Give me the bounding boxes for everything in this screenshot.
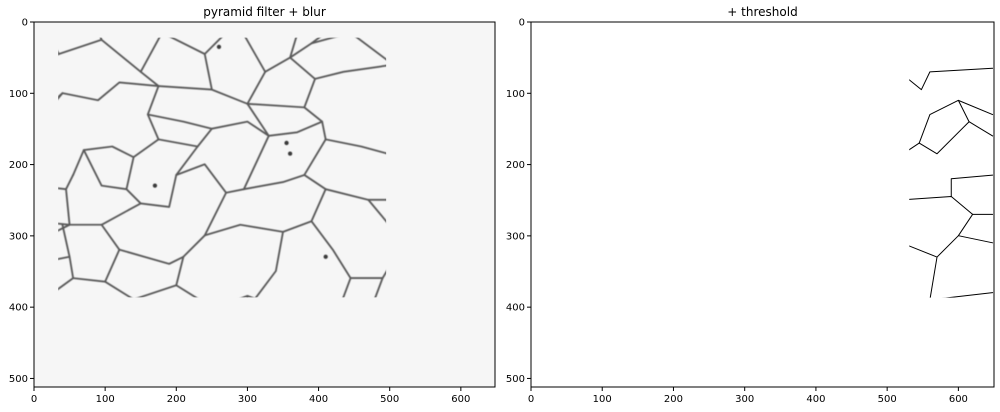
grain-boundary [310,37,387,61]
x-tick-label: 500 [878,394,897,405]
right-panel-title: + threshold [727,5,798,19]
grain-boundary [929,256,938,298]
grain-boundary [289,56,387,80]
left-grain-boundaries [58,37,387,298]
grain-boundary [918,99,970,144]
grain-boundary [324,138,387,155]
grain-boundary [58,277,75,291]
x-tick-label: 400 [309,394,328,405]
grain-boundary [957,235,994,244]
x-tick-label: 600 [451,394,470,405]
grain-boundary [310,220,352,298]
grain-boundary [944,292,994,298]
grain-boundary [242,138,327,191]
grain-boundary [82,149,135,191]
left-image-area [34,22,495,387]
grain-boundary [324,188,387,201]
y-tick-label: 0 [22,18,28,29]
grain-boundary [58,81,160,102]
grain-boundary [950,174,994,198]
grain-boundary [125,145,199,208]
grain-boundary [104,280,178,298]
grain-boundary [72,138,160,176]
y-tick-label: 300 [506,231,525,242]
y-tick-label: 100 [9,89,28,100]
grain-boundary [909,196,994,215]
right-panel: 0 100 200 300 400 500 600 0 100 200 300 400 500 [506,18,995,406]
grain-boundary [254,230,284,298]
grain-boundary [175,284,198,298]
y-tick-label: 300 [9,231,28,242]
x-tick-label: 600 [949,394,968,405]
grain-boundary [146,113,213,130]
y-tick-label: 0 [519,18,525,29]
speck [216,44,222,50]
y-tick-label: 500 [506,374,525,385]
right-axis-ticks: 0 100 200 300 400 500 600 0 100 200 300 400 500 [506,18,968,406]
y-tick-label: 100 [506,89,525,100]
x-tick-label: 100 [96,394,115,405]
grain-boundary [210,37,267,105]
x-tick-label: 0 [31,394,37,405]
x-tick-label: 400 [806,394,825,405]
y-tick-label: 500 [9,374,28,385]
y-tick-label: 400 [506,303,525,314]
grain-boundary [100,223,185,265]
x-tick-label: 0 [528,394,534,405]
speck [287,151,293,156]
right-image-area [531,22,994,387]
speck [323,254,328,259]
grain-boundary [246,102,324,137]
grain-boundary [157,120,270,148]
x-tick-label: 100 [593,394,612,405]
grain-boundary [203,174,327,237]
x-tick-label: 300 [238,394,257,405]
speck [284,140,289,146]
grain-boundary [909,67,994,91]
grain-boundary [957,99,994,116]
speck [152,183,158,188]
x-tick-label: 200 [664,394,683,405]
grain-boundary [58,92,64,100]
right-grain-boundaries [909,67,994,298]
grain-boundary [139,70,160,141]
x-tick-label: 300 [735,394,754,405]
y-tick-label: 200 [9,160,28,171]
x-tick-label: 200 [167,394,186,405]
left-panel: 0 100 200 300 400 500 600 0 100 200 300 400 500 [9,18,496,406]
y-tick-label: 400 [9,303,28,314]
grain-boundary [61,223,71,258]
x-tick-label: 500 [380,394,399,405]
left-panel-title: pyramid filter + blur [203,5,326,19]
y-tick-label: 200 [506,160,525,171]
left-axis-ticks: 0 100 200 300 400 500 600 0 100 200 300 400 500 [9,18,470,406]
grain-boundary [175,191,228,287]
